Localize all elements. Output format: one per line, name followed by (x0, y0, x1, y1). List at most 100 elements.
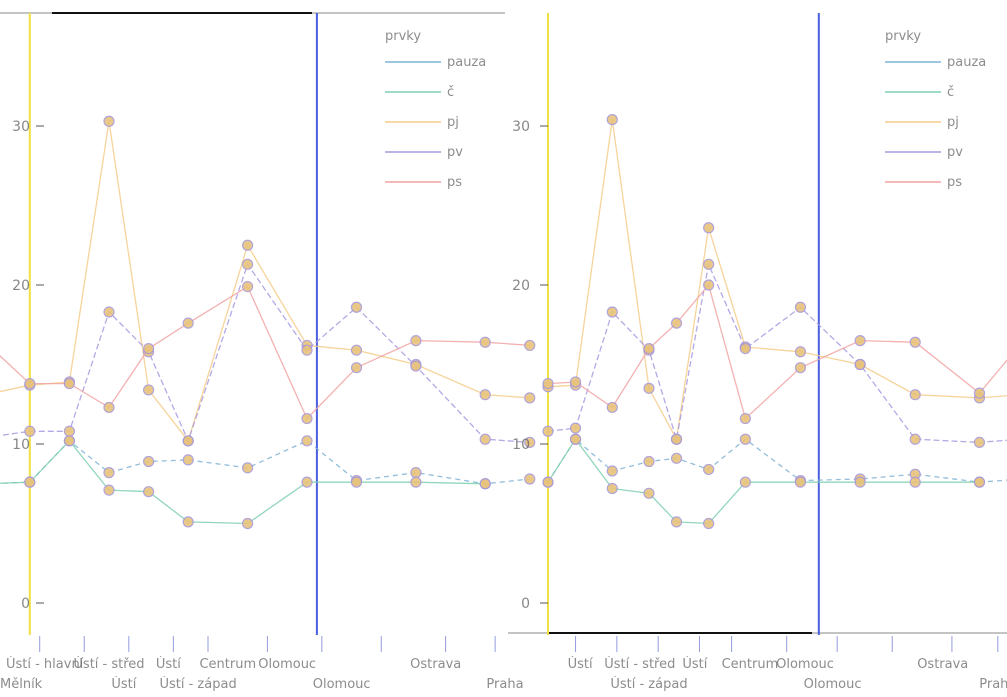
data-point (606, 482, 618, 495)
x-tick-label: Centrum (722, 657, 779, 672)
data-point (569, 433, 582, 445)
x-tick-label: Olomouc (258, 657, 316, 672)
x-tick-label: Ústí - střed (604, 656, 675, 672)
x-tick-label: Ústí (568, 656, 593, 672)
data-point (606, 114, 618, 126)
data-point (63, 377, 76, 390)
y-tick-label: 0 (521, 596, 530, 612)
series-ps (542, 279, 1007, 425)
legend-entry: pv (447, 145, 463, 160)
data-point (410, 467, 422, 479)
data-point (242, 258, 254, 270)
data-point (479, 478, 491, 490)
data-point (569, 422, 582, 434)
data-point (143, 343, 155, 355)
legend-entry: č (947, 85, 954, 100)
data-point (703, 222, 715, 234)
data-point (670, 433, 683, 445)
data-point (973, 436, 986, 449)
series-pj (0, 115, 536, 447)
series-line (547, 119, 1007, 442)
legend-entry: pauza (947, 55, 986, 70)
data-point (670, 452, 683, 464)
data-point (301, 435, 313, 447)
data-point (350, 362, 363, 374)
data-point (542, 377, 554, 390)
series-pj (542, 114, 1007, 445)
x-tick-label: Ústí (682, 656, 707, 672)
x-tick-label: Ostrava (410, 657, 461, 672)
series-line (547, 262, 1007, 444)
data-point (410, 360, 422, 372)
data-point (24, 425, 36, 437)
data-point (182, 317, 194, 329)
series-pv (0, 258, 536, 449)
y-tick-label: 30 (12, 119, 30, 135)
x-tick-label: Ústí - západ (159, 676, 236, 692)
data-point (242, 280, 254, 293)
legend: prvky pauza č pj pv ps (385, 29, 486, 190)
y-tick-label: 10 (12, 437, 30, 453)
data-point (703, 258, 715, 270)
data-point (739, 476, 751, 488)
series-line (547, 283, 1007, 420)
y-tick-label: 20 (12, 278, 30, 294)
data-point (524, 339, 536, 352)
data-point (606, 465, 618, 477)
data-point (909, 476, 921, 488)
legend-title: prvky (885, 29, 921, 44)
series-pv (542, 258, 1007, 449)
data-point (63, 425, 76, 437)
data-point (350, 476, 363, 488)
series-ps (0, 280, 536, 425)
data-point (670, 516, 683, 528)
series-line (0, 285, 530, 420)
data-point (24, 476, 36, 488)
data-point (479, 336, 491, 348)
data-point (854, 335, 866, 347)
data-point (670, 317, 683, 329)
x-tick-label: Mělník (0, 677, 43, 692)
data-point (794, 362, 807, 374)
data-point (909, 336, 921, 348)
data-point (973, 387, 986, 399)
data-point (643, 343, 655, 355)
x-tick-label: Ústí - západ (610, 676, 687, 692)
series-č (0, 435, 491, 530)
series-pauza (0, 435, 536, 490)
data-point (410, 335, 422, 347)
data-point (794, 301, 807, 313)
x-tick-label: Centrum (199, 657, 256, 672)
x-tick-label: Olomouc (313, 677, 371, 692)
data-point (569, 376, 582, 388)
data-point (524, 436, 536, 449)
data-point (739, 343, 751, 355)
data-point (794, 346, 807, 358)
legend-entry: ps (947, 175, 962, 190)
legend-title: prvky (385, 29, 421, 44)
data-point (479, 433, 491, 445)
legend-entry: č (447, 85, 454, 100)
series-č (542, 433, 986, 530)
data-point (182, 435, 194, 447)
data-point (703, 279, 715, 291)
data-point (301, 344, 313, 356)
data-point (301, 412, 313, 425)
data-point (909, 433, 921, 445)
data-point (242, 462, 254, 474)
data-point (542, 476, 554, 488)
data-point (410, 476, 422, 488)
y-tick-label: 20 (512, 278, 530, 294)
data-point (643, 455, 655, 468)
data-point (643, 487, 655, 499)
data-point (739, 412, 751, 425)
data-point (182, 454, 194, 466)
data-point (542, 425, 554, 437)
legend-entry: pv (947, 145, 963, 160)
data-point (103, 467, 115, 479)
data-point (143, 455, 155, 468)
legend-entry: pj (947, 115, 959, 130)
